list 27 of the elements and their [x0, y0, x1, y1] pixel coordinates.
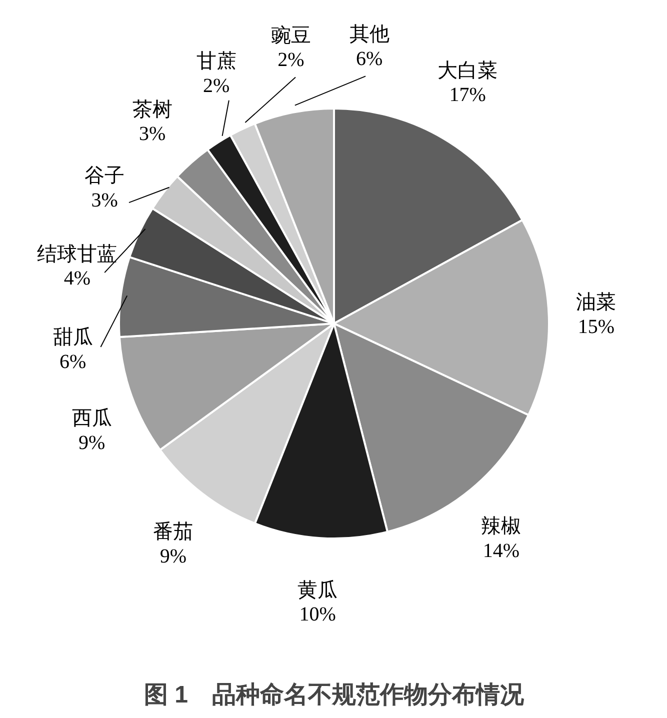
data-label: 15% — [578, 316, 615, 338]
slice-label: 西瓜 — [72, 408, 112, 430]
slice-label: 茶树 — [132, 98, 172, 121]
data-label: 4% — [64, 268, 91, 290]
data-label: 3% — [91, 189, 118, 212]
slice-label: 谷子 — [84, 165, 125, 188]
data-label: 6% — [60, 350, 86, 373]
slice-label: 豌豆 — [270, 24, 311, 47]
data-label: 9% — [160, 545, 187, 568]
text: 图 1 品种命名不规范作物分布情况 — [144, 682, 526, 708]
slice-label: 油菜 — [576, 292, 616, 314]
slice-label: 辣椒 — [481, 516, 522, 538]
data-label: 2% — [203, 74, 230, 97]
slice-label: 结球甘蓝 — [37, 243, 118, 266]
data-label: 17% — [449, 84, 486, 106]
data-label: 2% — [278, 49, 304, 72]
slice-label: 甘蔗 — [196, 50, 236, 73]
slice-label: 黄瓜 — [298, 579, 338, 602]
data-label: 9% — [78, 432, 106, 454]
data-label: 6% — [356, 48, 383, 70]
slice-label: 甜瓜 — [52, 326, 93, 349]
slice-label: 其他 — [349, 24, 390, 46]
slice-label: 番茄 — [153, 521, 194, 544]
data-label: 14% — [482, 540, 520, 562]
data-label: 3% — [139, 123, 166, 146]
data-label: 10% — [299, 604, 336, 626]
slice-label: 大白菜 — [438, 60, 498, 82]
